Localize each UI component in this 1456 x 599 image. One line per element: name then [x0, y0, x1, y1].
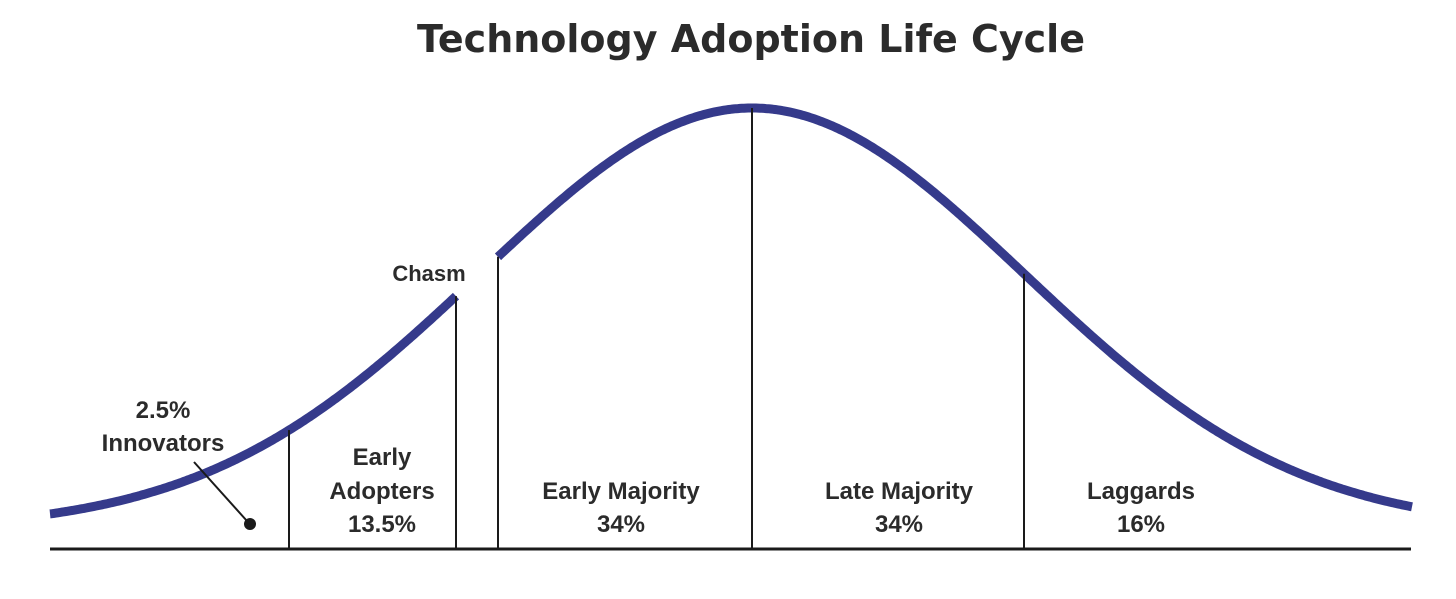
innovators-pointer-line [193, 461, 248, 522]
adoption-curve-right [494, 103, 1413, 512]
innovators-label: Innovators [102, 430, 225, 457]
early-adopters-label-line2: Adopters [329, 478, 434, 505]
innovators-pointer-dot [244, 518, 256, 530]
innovators-percent: 2.5% [136, 397, 191, 424]
late-majority-label: Late Majority [825, 478, 974, 505]
early-adopters-label-line1: Early [353, 444, 412, 471]
adoption-curve-left [49, 292, 460, 519]
laggards-label: Laggards [1087, 478, 1195, 505]
late-majority-percent: 34% [875, 511, 923, 538]
early-adopters-percent: 13.5% [348, 511, 416, 538]
chasm-label: Chasm [392, 261, 465, 286]
diagram-title: Technology Adoption Life Cycle [417, 17, 1085, 61]
laggards-percent: 16% [1117, 511, 1165, 538]
early-majority-percent: 34% [597, 511, 645, 538]
early-majority-label: Early Majority [542, 478, 700, 505]
